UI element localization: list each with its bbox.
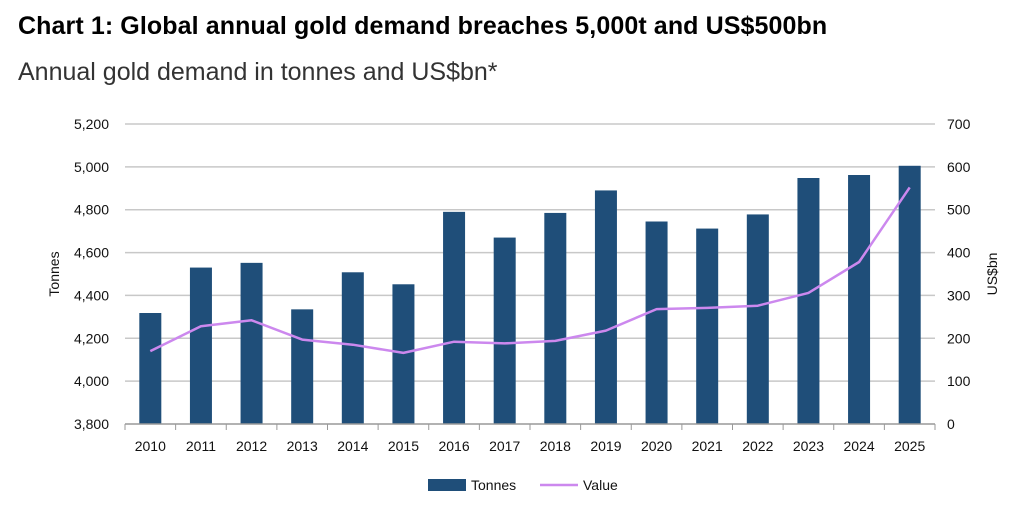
y-tick-label-right: 400 — [947, 245, 971, 261]
legend-swatch-tonnes — [428, 479, 466, 491]
x-tick-labels: 2010 2011 2012 2013 2014 2015 2016 2017 2018 2019… — [135, 438, 926, 454]
y-tick-label-right: 600 — [947, 159, 971, 175]
bar-2014 — [341, 272, 364, 424]
bar-2024 — [848, 175, 871, 424]
y-tick-label-right: 300 — [947, 287, 971, 303]
y-tick-label-left: 5,000 — [74, 159, 109, 175]
y-tick-label-left: 4,600 — [74, 245, 109, 261]
legend: Tonnes Value — [428, 477, 618, 493]
x-tick-label: 2017 — [489, 438, 520, 454]
x-tick-label: 2022 — [742, 438, 773, 454]
legend-label-value: Value — [583, 477, 618, 493]
y-tick-label-right: 500 — [947, 202, 971, 218]
y-tick-label-right: 100 — [947, 373, 971, 389]
bar-2016 — [443, 211, 466, 424]
bar-2021 — [696, 228, 719, 424]
x-tick-label: 2025 — [894, 438, 925, 454]
x-tick-label: 2012 — [236, 438, 267, 454]
bar-2010 — [139, 313, 162, 424]
legend-label-tonnes: Tonnes — [471, 477, 516, 493]
x-tick-label: 2018 — [540, 438, 571, 454]
x-tick-label: 2023 — [793, 438, 824, 454]
bar-2012 — [240, 262, 263, 424]
axes — [124, 423, 936, 430]
left-tick-labels: 3,800 4,000 4,200 4,400 4,600 4,800 5,000 5,200 — [74, 116, 109, 432]
y-tick-label-right: 200 — [947, 330, 971, 346]
x-tick-label: 2021 — [692, 438, 723, 454]
bar-2020 — [645, 221, 668, 424]
x-tick-label: 2014 — [337, 438, 368, 454]
chart-subtitle: Annual gold demand in tonnes and US$bn* — [18, 58, 498, 86]
right-tick-labels: 0 100 200 300 400 500 600 700 — [947, 116, 971, 432]
y-tick-label-left: 4,800 — [74, 202, 109, 218]
line-series — [149, 186, 911, 355]
y-tick-label-left: 4,000 — [74, 373, 109, 389]
bar-2013 — [291, 309, 314, 424]
bar-2023 — [797, 178, 820, 424]
x-tick-label: 2013 — [287, 438, 318, 454]
value-line — [149, 186, 911, 355]
y-axis-title-left: Tonnes — [46, 251, 62, 296]
y-tick-label-left: 4,400 — [74, 287, 109, 303]
bar-2017 — [493, 237, 516, 424]
y-tick-label-left: 5,200 — [74, 116, 109, 132]
bar-2011 — [189, 267, 212, 424]
bar-series — [139, 165, 921, 425]
x-tick-label: 2010 — [135, 438, 166, 454]
bar-2025 — [898, 165, 921, 425]
x-tick-label: 2019 — [590, 438, 621, 454]
y-tick-label-left: 4,200 — [74, 330, 109, 346]
y-tick-label-left: 3,800 — [74, 416, 109, 432]
y-axis-title-right: US$bn — [984, 253, 1000, 296]
x-tick-label: 2024 — [843, 438, 874, 454]
x-tick-label: 2015 — [388, 438, 419, 454]
x-tick-label: 2016 — [438, 438, 469, 454]
x-tick-label: 2020 — [641, 438, 672, 454]
bar-2022 — [746, 214, 769, 424]
y-tick-label-right: 700 — [947, 116, 971, 132]
bar-2018 — [544, 212, 567, 424]
chart-title: Chart 1: Global annual gold demand breac… — [18, 12, 828, 40]
bar-2019 — [594, 190, 617, 424]
x-tick-label: 2011 — [186, 438, 216, 454]
y-tick-label-right: 0 — [947, 416, 955, 432]
